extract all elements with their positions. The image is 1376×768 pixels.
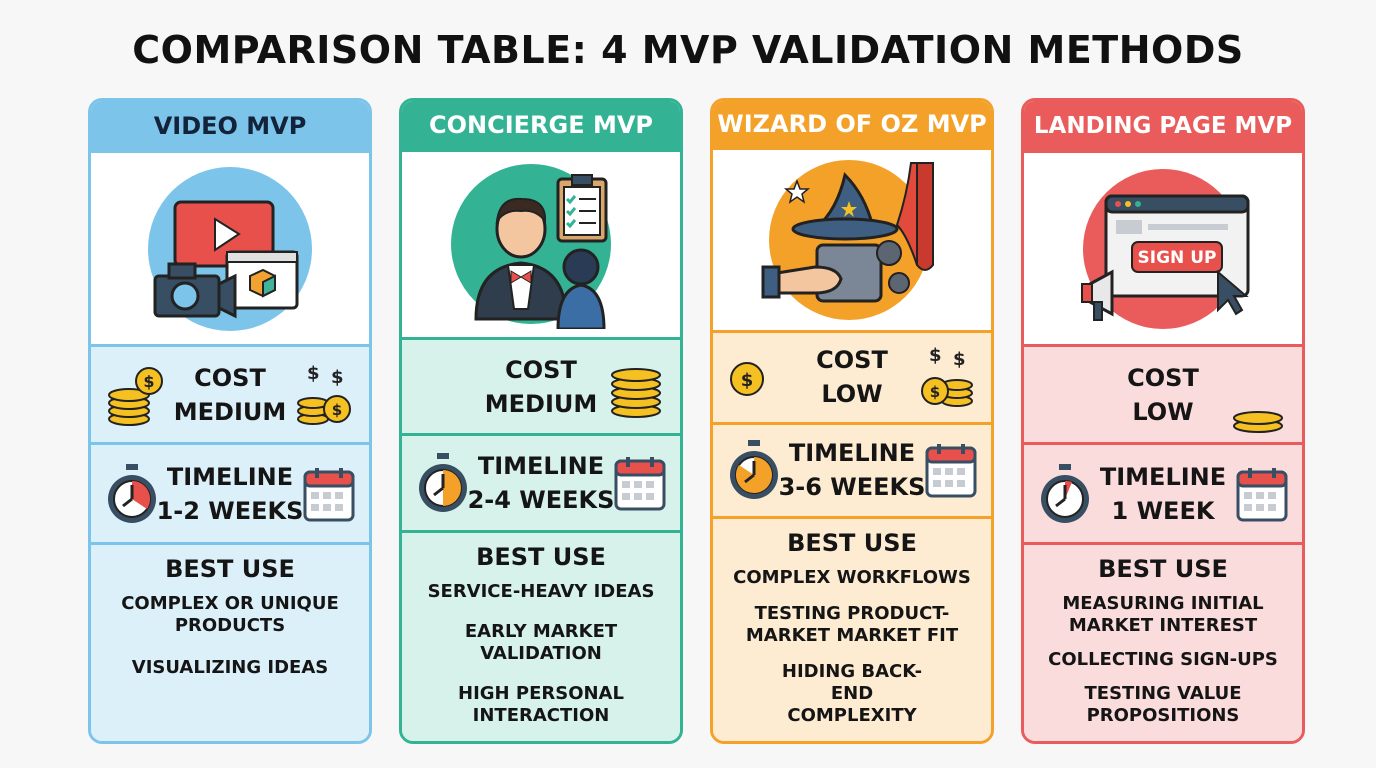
- cost-label: COST: [1127, 363, 1199, 392]
- svg-text:$: $: [953, 349, 966, 370]
- timeline-row: TIMELINE 3-6 WEEKS: [713, 424, 991, 519]
- concierge-icon: [451, 164, 611, 330]
- svg-text:$: $: [331, 367, 344, 388]
- best-use-title: BEST USE: [165, 555, 295, 583]
- svg-text:$: $: [143, 372, 154, 391]
- calendar-icon: [614, 456, 666, 511]
- svg-text:$: $: [332, 401, 342, 419]
- svg-text:$: $: [930, 383, 940, 401]
- coins-icon: $ $ $: [297, 363, 351, 425]
- best-use-item: HIGH PERSONAL INTERACTION: [458, 683, 624, 726]
- timeline-row: TIMELINE 1-2 WEEKS: [91, 445, 369, 545]
- wizard-hat-icon: [761, 159, 934, 320]
- stopwatch-icon: [419, 452, 467, 512]
- best-use-title: BEST USE: [476, 543, 606, 571]
- card-header: CONCIERGE MVP: [402, 101, 680, 152]
- cost-label: COST: [816, 346, 888, 375]
- best-use-title: BEST USE: [787, 528, 917, 557]
- best-use-section: BEST USE COMPLEX WORKFLOWS TESTING PRODU…: [713, 518, 991, 741]
- best-use-item: VISUALIZING IDEAS: [131, 657, 329, 678]
- card-wizard-of-oz-mvp: WIZARD OF OZ MVP $: [710, 98, 994, 744]
- timeline-label: TIMELINE: [788, 439, 916, 468]
- card-concierge-mvp: CONCIERGE MVP: [399, 98, 683, 744]
- calendar-icon: [303, 467, 355, 521]
- cost-value: MEDIUM: [173, 397, 287, 426]
- timeline-label: TIMELINE: [1099, 462, 1227, 491]
- timeline-row: TIMELINE 1 WEEK: [1024, 445, 1302, 545]
- cost-label: COST: [194, 363, 266, 392]
- coins-icon: $ $ $: [921, 345, 973, 408]
- best-use-item: SERVICE-HEAVY IDEAS: [427, 581, 655, 602]
- calendar-icon: [925, 444, 977, 498]
- card-landing-page-mvp: LANDING PAGE MVP SIGN UP COST LOW: [1021, 98, 1305, 744]
- video-camera-icon: [148, 166, 312, 331]
- svg-text:$: $: [741, 370, 754, 391]
- calendar-icon: [1236, 467, 1288, 521]
- svg-text:$: $: [307, 363, 320, 384]
- coin-stack-icon: [611, 367, 661, 418]
- page-title: COMPARISON TABLE: 4 MVP VALIDATION METHO…: [132, 28, 1244, 72]
- card-header: LANDING PAGE MVP: [1024, 101, 1302, 153]
- timeline-row: TIMELINE 2-4 WEEKS: [402, 435, 680, 533]
- best-use-title: BEST USE: [1098, 555, 1228, 583]
- best-use-section: BEST USE COMPLEX OR UNIQUE PRODUCTS VISU…: [91, 545, 369, 741]
- best-use-item: EARLY MARKET VALIDATION: [464, 621, 618, 664]
- cost-value: MEDIUM: [484, 389, 598, 418]
- coin-icon: $: [730, 362, 764, 397]
- stopwatch-icon: [108, 463, 156, 523]
- best-use-item: HIDING BACK-END COMPLEXITY: [781, 660, 923, 726]
- coin-stack-icon: $: [108, 366, 163, 426]
- card-header: WIZARD OF OZ MVP: [713, 101, 991, 151]
- card-header: VIDEO MVP: [91, 101, 369, 153]
- best-use-item: MEASURING INITIAL MARKET INTEREST: [1062, 593, 1264, 636]
- coin-stack-icon: [1233, 410, 1283, 433]
- svg-text:$: $: [929, 345, 942, 366]
- best-use-item: COMPLEX WORKFLOWS: [733, 566, 971, 588]
- timeline-label: TIMELINE: [477, 451, 605, 480]
- cost-row: $ COST LOW $ $ $: [713, 332, 991, 425]
- comparison-cards: VIDEO MVP: [88, 98, 1308, 744]
- best-use-item: COMPLEX OR UNIQUE PRODUCTS: [121, 593, 339, 636]
- timeline-value: 1-2 WEEKS: [156, 496, 304, 525]
- timeline-value: 3-6 WEEKS: [778, 473, 926, 502]
- best-use-section: BEST USE MEASURING INITIAL MARKET INTERE…: [1024, 545, 1302, 741]
- best-use-item: TESTING VALUE PROPOSITIONS: [1084, 683, 1242, 726]
- landing-page-icon: SIGN UP: [1081, 168, 1250, 329]
- cost-value: LOW: [821, 380, 883, 409]
- timeline-value: 1 WEEK: [1111, 496, 1215, 525]
- card-video-mvp: VIDEO MVP: [88, 98, 372, 744]
- cost-row: $ COST MEDIUM $ $ $: [91, 347, 369, 445]
- stopwatch-icon: [1041, 463, 1089, 523]
- cost-row: COST LOW: [1024, 347, 1302, 445]
- timeline-label: TIMELINE: [166, 462, 294, 491]
- stopwatch-icon: [730, 440, 778, 500]
- best-use-item: TESTING PRODUCT-MARKET MARKET FIT: [745, 602, 959, 646]
- cost-label: COST: [505, 355, 577, 384]
- timeline-value: 2-4 WEEKS: [467, 485, 615, 514]
- cost-value: LOW: [1132, 397, 1194, 426]
- best-use-section: BEST USE SERVICE-HEAVY IDEAS EARLY MARKE…: [402, 533, 680, 741]
- sign-up-label: SIGN UP: [1138, 248, 1217, 268]
- cost-row: COST MEDIUM: [402, 340, 680, 436]
- best-use-item: COLLECTING SIGN-UPS: [1048, 649, 1278, 670]
